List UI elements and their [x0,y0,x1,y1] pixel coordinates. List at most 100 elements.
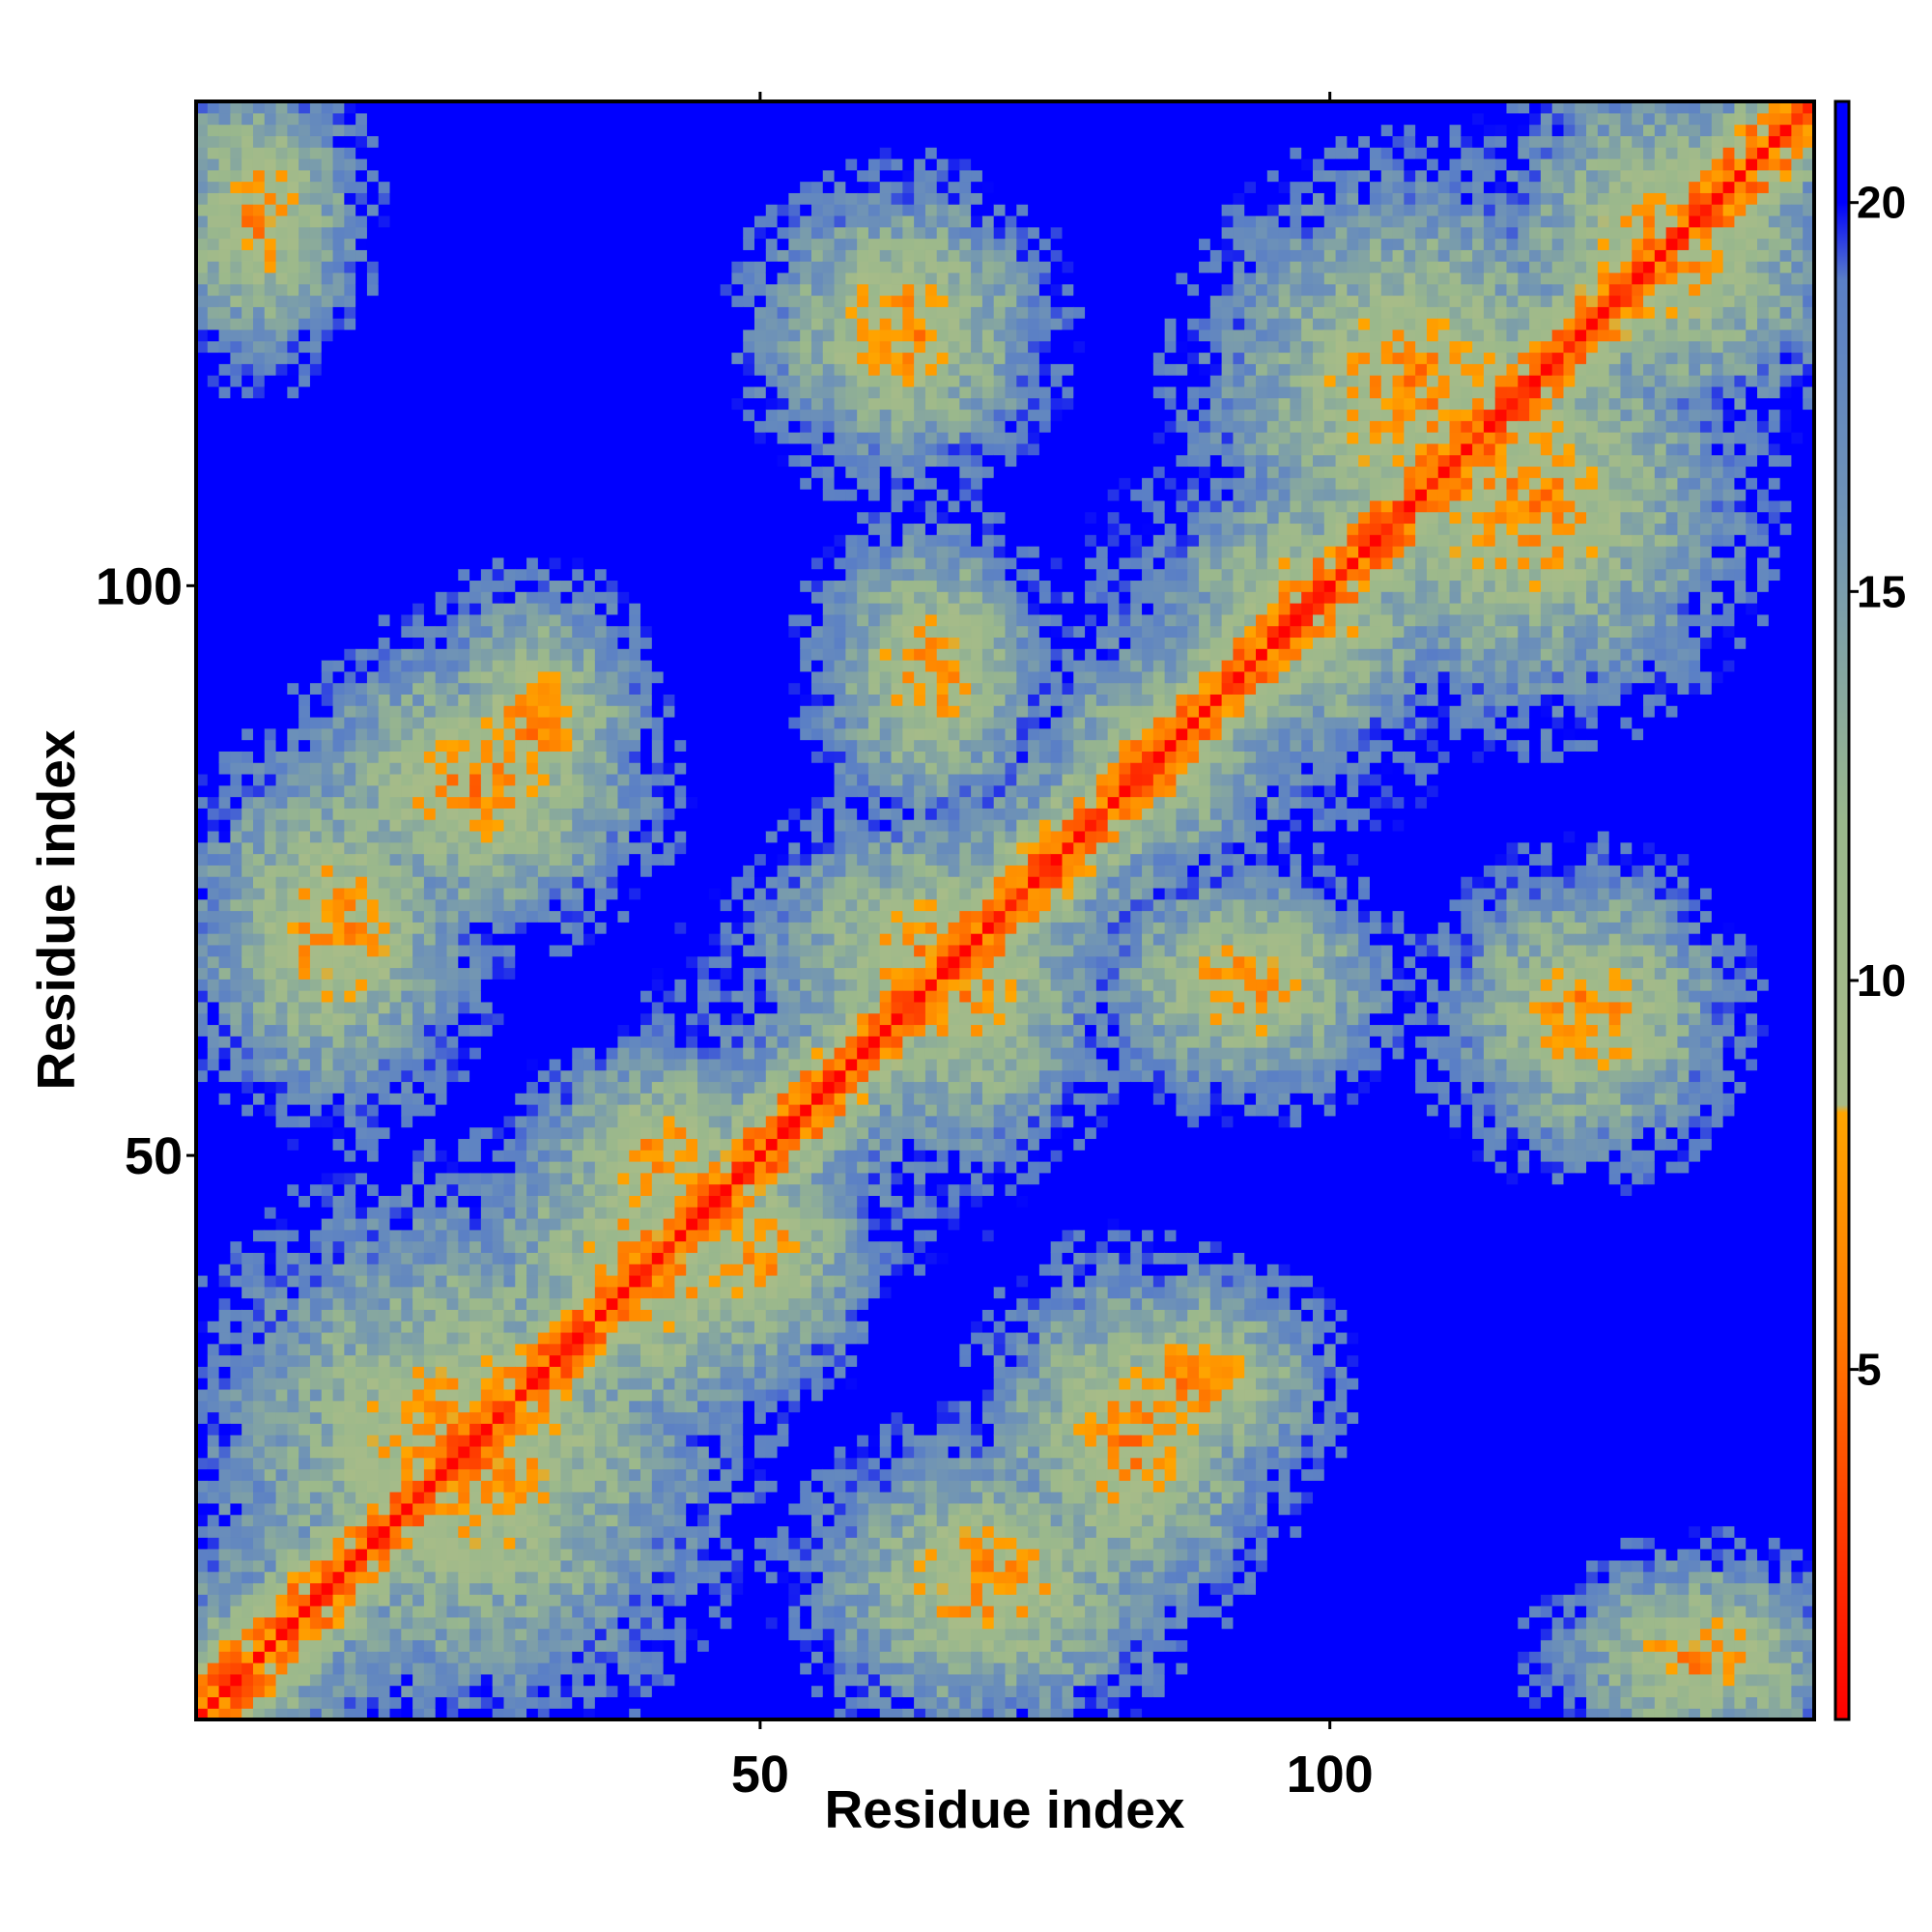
heatmap-cell [366,283,380,297]
heatmap-cell [389,432,402,444]
heatmap-cell [252,340,266,354]
heatmap-cell [583,409,596,421]
heatmap-cell [446,420,459,433]
heatmap-cell [572,625,584,639]
heatmap-cell [503,214,516,228]
heatmap-cell [218,1594,231,1606]
heatmap-cell [594,1457,608,1470]
heatmap-cell [344,1378,356,1390]
heatmap-cell [492,613,505,627]
heatmap-cell [572,1445,584,1459]
heatmap-cell [549,1321,562,1333]
heatmap-cell [537,192,551,205]
heatmap-cell [423,1252,437,1264]
heatmap-cell [366,1309,380,1321]
heatmap-cell [526,226,539,240]
heatmap-cell [572,1252,584,1264]
heatmap-cell [412,1240,425,1253]
heatmap-cell [469,1423,482,1435]
heatmap-cell [378,1628,391,1641]
heatmap-cell [298,1286,311,1299]
heatmap-cell [537,1115,551,1128]
heatmap-cell [389,1537,402,1549]
heatmap-cell [412,1126,425,1140]
heatmap-cell [355,1616,368,1630]
heatmap-cell [230,1662,242,1675]
heatmap-cell [355,556,368,570]
heatmap-cell [537,1366,551,1378]
heatmap-cell [321,1172,334,1185]
heatmap-cell [252,283,266,297]
heatmap-cell [526,1047,539,1060]
heatmap-cell [492,705,505,718]
heatmap-cell [309,1047,323,1060]
heatmap-cell [298,340,311,354]
heatmap-cell [264,841,277,855]
heatmap-cell [242,295,254,307]
heatmap-cell [583,1343,596,1356]
heatmap-cell [242,1457,254,1470]
heatmap-cell [423,1286,437,1299]
heatmap-cell [515,397,527,411]
heatmap-cell [275,1286,288,1299]
heatmap-cell [344,1217,356,1231]
heatmap-cell [389,796,402,809]
heatmap-cell [537,340,551,354]
heatmap-cell [264,124,277,136]
heatmap-cell [560,865,573,877]
heatmap-cell [435,397,448,411]
heatmap-cell [332,625,345,639]
heatmap-cell [469,409,482,421]
heatmap-cell [515,1378,527,1390]
heatmap-cell [480,591,494,604]
heatmap-cell [344,1435,356,1447]
heatmap-cell [526,967,539,980]
heatmap-cell [366,784,380,798]
heatmap-cell [207,420,220,433]
heatmap-cell [435,1331,448,1345]
heatmap-cell [298,694,311,706]
heatmap-cell [537,865,551,877]
heatmap-cell [242,1229,254,1242]
heatmap-cell [298,853,311,866]
heatmap-cell [515,910,527,923]
heatmap-cell [355,454,368,468]
heatmap-cell [560,1343,573,1356]
heatmap-cell [252,1093,266,1105]
heatmap-cell [515,762,527,775]
heatmap-cell [526,169,539,183]
heatmap-cell [549,1628,562,1641]
heatmap-cell [480,922,494,934]
heatmap-cell [492,1240,505,1253]
heatmap-cell [594,1685,608,1698]
heatmap-cell [264,796,277,809]
heatmap-cell [549,489,562,501]
heatmap-cell [389,841,402,855]
heatmap-cell [503,1559,516,1573]
heatmap-cell [412,157,425,171]
heatmap-cell [401,1172,413,1185]
heatmap-cell [287,819,299,832]
heatmap-cell [583,1378,596,1390]
heatmap-cell [321,830,334,843]
heatmap-cell [412,204,425,216]
heatmap-cell [503,238,516,250]
heatmap-cell [332,375,345,387]
heatmap-cell [549,659,562,672]
heatmap-cell [321,283,334,297]
heatmap-cell [537,442,551,456]
heatmap-cell [526,1183,539,1196]
heatmap-cell [480,499,494,513]
heatmap-cell [469,1502,482,1516]
heatmap-cell [275,1150,288,1162]
heatmap-cell [366,1548,380,1561]
heatmap-cell [332,101,345,114]
heatmap-cell [321,1388,334,1402]
heatmap-cell [378,1058,391,1071]
heatmap-cell [515,568,527,582]
heatmap-cell [321,1058,334,1071]
heatmap-cell [458,556,470,570]
heatmap-cell [298,1400,311,1413]
heatmap-cell [264,1058,277,1071]
heatmap-cell [515,238,527,250]
